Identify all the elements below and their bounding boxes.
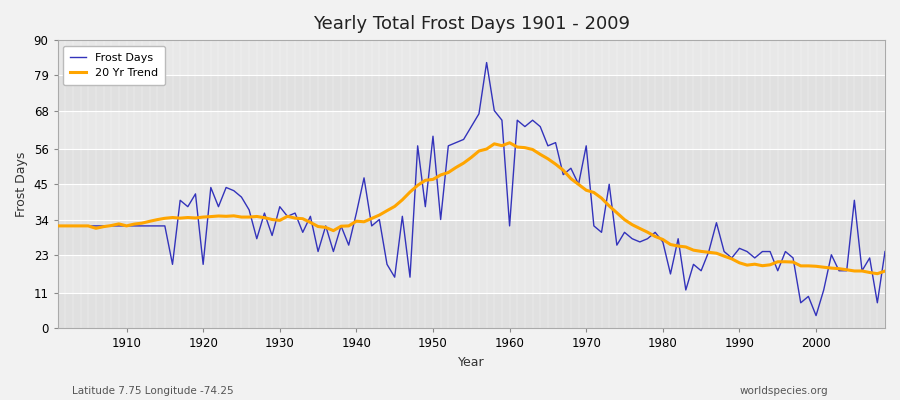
Bar — [58, 255, 885, 293]
Bar — [58, 220, 885, 255]
Frost Days — [113, 224, 124, 228]
Frost Days — [879, 249, 890, 254]
20 Yr Trend — [328, 228, 338, 233]
Bar — [58, 149, 885, 184]
Y-axis label: Frost Days: Frost Days — [15, 152, 28, 217]
Bar — [58, 293, 885, 328]
X-axis label: Year: Year — [458, 356, 484, 369]
Text: worldspecies.org: worldspecies.org — [740, 386, 828, 396]
Bar — [58, 184, 885, 220]
Text: Latitude 7.75 Longitude -74.25: Latitude 7.75 Longitude -74.25 — [72, 386, 234, 396]
20 Yr Trend — [604, 204, 615, 208]
20 Yr Trend — [504, 140, 515, 145]
Frost Days — [604, 182, 615, 187]
Bar — [58, 110, 885, 149]
Frost Days — [811, 313, 822, 318]
Line: 20 Yr Trend: 20 Yr Trend — [58, 143, 885, 274]
Title: Yearly Total Frost Days 1901 - 2009: Yearly Total Frost Days 1901 - 2009 — [313, 15, 630, 33]
20 Yr Trend — [497, 143, 508, 148]
Frost Days — [328, 249, 338, 254]
Frost Days — [482, 60, 492, 65]
20 Yr Trend — [282, 214, 292, 219]
20 Yr Trend — [512, 145, 523, 150]
20 Yr Trend — [872, 271, 883, 276]
20 Yr Trend — [113, 222, 124, 226]
20 Yr Trend — [52, 224, 63, 228]
Frost Days — [282, 214, 292, 219]
Bar — [58, 75, 885, 110]
Line: Frost Days: Frost Days — [58, 62, 885, 316]
Frost Days — [504, 224, 515, 228]
Bar — [58, 40, 885, 75]
20 Yr Trend — [879, 269, 890, 274]
Frost Days — [512, 118, 523, 122]
Frost Days — [52, 224, 63, 228]
Legend: Frost Days, 20 Yr Trend: Frost Days, 20 Yr Trend — [63, 46, 166, 85]
